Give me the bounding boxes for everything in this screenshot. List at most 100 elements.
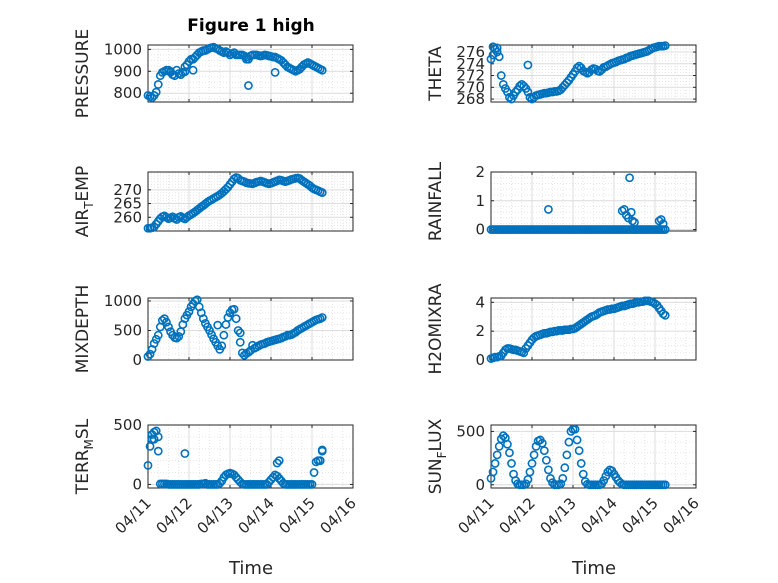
y-tick-label: 0 xyxy=(132,351,142,369)
axes-box xyxy=(147,44,354,103)
y-tick-label: 265 xyxy=(113,195,142,213)
data-point xyxy=(519,348,529,358)
y-axis-label: SUNFLUX xyxy=(426,418,449,494)
subplot-h2omixra: 0 2 4 H2OMIXRA xyxy=(426,283,697,375)
subplot-mixdepth: 0 500 1000 MIXDEPTH xyxy=(73,285,354,374)
data-point xyxy=(558,473,568,483)
data-point xyxy=(544,465,553,475)
data-point xyxy=(153,446,163,456)
y-tick-label: 268 xyxy=(456,90,485,108)
data-point xyxy=(488,42,498,52)
x-axis-label-right: Time xyxy=(571,558,616,579)
data-point xyxy=(213,320,223,330)
axes-box xyxy=(490,297,697,361)
axes-box xyxy=(147,297,354,361)
data-point xyxy=(564,437,574,447)
y-tick-label: 260 xyxy=(113,208,142,226)
data-point xyxy=(229,304,239,314)
axes-box xyxy=(490,44,697,103)
data-point xyxy=(237,348,247,358)
data-point xyxy=(317,65,327,75)
y-axis-label: RAINFALL xyxy=(426,161,446,241)
data-point xyxy=(525,467,535,477)
data-point xyxy=(217,341,227,351)
data-point xyxy=(166,66,175,76)
data-point xyxy=(505,92,514,102)
y-tick-label: 4 xyxy=(475,293,485,311)
data-point xyxy=(235,328,245,338)
data-point xyxy=(656,215,666,224)
data-point xyxy=(215,478,225,488)
y-tick-label: 500 xyxy=(456,422,485,440)
y-tick-label: 0 xyxy=(132,475,142,493)
data-point xyxy=(519,81,529,91)
data-point xyxy=(145,349,155,359)
data-point xyxy=(231,314,241,324)
y-tick-label: 500 xyxy=(113,321,142,339)
data-point xyxy=(180,67,190,77)
data-point xyxy=(541,455,551,465)
data-point xyxy=(244,347,253,357)
data-point xyxy=(570,424,580,434)
data-point xyxy=(660,310,670,320)
data-point xyxy=(625,173,634,183)
y-tick-label: 276 xyxy=(456,43,485,61)
y-tick-label: 1000 xyxy=(104,40,142,58)
data-point xyxy=(219,330,229,340)
data-point xyxy=(492,43,502,53)
data-point xyxy=(317,313,327,322)
data-point xyxy=(494,52,504,62)
data-point xyxy=(626,207,636,217)
data-point xyxy=(184,307,194,316)
data-point xyxy=(660,480,670,490)
data-point xyxy=(576,459,586,468)
y-axis-label: MIXDEPTH xyxy=(73,285,93,374)
data-point xyxy=(630,217,639,227)
y-tick-label: 0 xyxy=(475,351,485,369)
y-tick-label: 1 xyxy=(475,192,485,210)
data-point xyxy=(153,432,163,442)
y-tick-label: 270 xyxy=(113,181,142,199)
data-point xyxy=(317,188,327,197)
data-point xyxy=(307,480,317,489)
x-axis-label-left: Time xyxy=(228,558,273,579)
y-tick-label: 900 xyxy=(113,62,142,80)
data-point xyxy=(241,54,251,64)
y-tick-label: 270 xyxy=(456,78,485,96)
data-point xyxy=(188,65,198,75)
data-point xyxy=(574,446,584,456)
data-point xyxy=(601,471,611,481)
data-point xyxy=(268,472,278,482)
figure-title: Figure 1 high xyxy=(187,16,315,36)
data-point xyxy=(180,449,190,458)
y-tick-label: 800 xyxy=(113,84,142,102)
data-point xyxy=(233,326,243,335)
y-tick-label: 2 xyxy=(475,322,485,340)
y-tick-label: 272 xyxy=(456,67,485,85)
data-point xyxy=(556,479,566,489)
data-point xyxy=(511,87,520,97)
data-point xyxy=(223,48,233,58)
y-axis-label: H2OMIXRA xyxy=(426,283,446,374)
data-point xyxy=(151,334,161,344)
data-point xyxy=(223,313,233,322)
y-axis-label: TERRMSL xyxy=(73,418,96,495)
y-tick-label: 2 xyxy=(475,163,485,181)
data-point xyxy=(143,461,153,470)
data-point xyxy=(147,93,157,103)
y-axis-label: THETA xyxy=(426,46,446,102)
data-point xyxy=(523,87,533,97)
data-point xyxy=(151,87,161,97)
data-point xyxy=(172,333,182,343)
subplot-rainfall: 0 1 2 RAINFALL xyxy=(426,161,697,241)
data-point xyxy=(505,448,514,458)
data-point xyxy=(527,459,537,468)
data-point xyxy=(560,463,570,473)
data-point xyxy=(149,339,159,348)
data-point xyxy=(502,439,512,449)
data-point xyxy=(180,62,190,72)
data-point xyxy=(523,60,533,70)
data-point xyxy=(562,450,572,460)
data-point xyxy=(143,352,153,361)
